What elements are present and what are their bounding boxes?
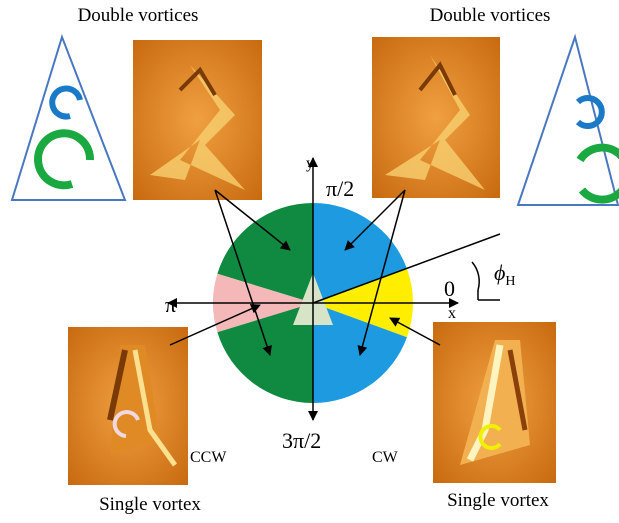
mfm-image (433, 322, 556, 483)
label: Single vortex (99, 494, 201, 515)
mfm-image (133, 40, 262, 200)
axis-label: y (306, 155, 314, 172)
mfm-image (372, 37, 500, 198)
axis-label: x (448, 305, 456, 322)
angle-arc (472, 262, 479, 290)
angle-label: 3π/2 (282, 428, 321, 453)
label: CCW (190, 449, 227, 466)
page: Double vortices Double vortices Single v… (0, 0, 619, 523)
label: CW (372, 449, 399, 466)
vortex-schematic (518, 37, 619, 205)
angle-label: 0 (444, 276, 455, 301)
label: Single vortex (447, 490, 549, 511)
subscript: H (505, 274, 515, 289)
vortex-schematic (12, 37, 125, 200)
label: Double vortices (78, 5, 199, 26)
figure: Double vortices Double vortices Single v… (0, 0, 619, 523)
angle-label: π (165, 292, 176, 317)
label: Double vortices (430, 5, 551, 26)
angle-label: ϕH (494, 260, 516, 289)
mfm-image (68, 327, 188, 485)
angle-label: π/2 (326, 176, 354, 201)
phi: ϕ (494, 260, 505, 285)
